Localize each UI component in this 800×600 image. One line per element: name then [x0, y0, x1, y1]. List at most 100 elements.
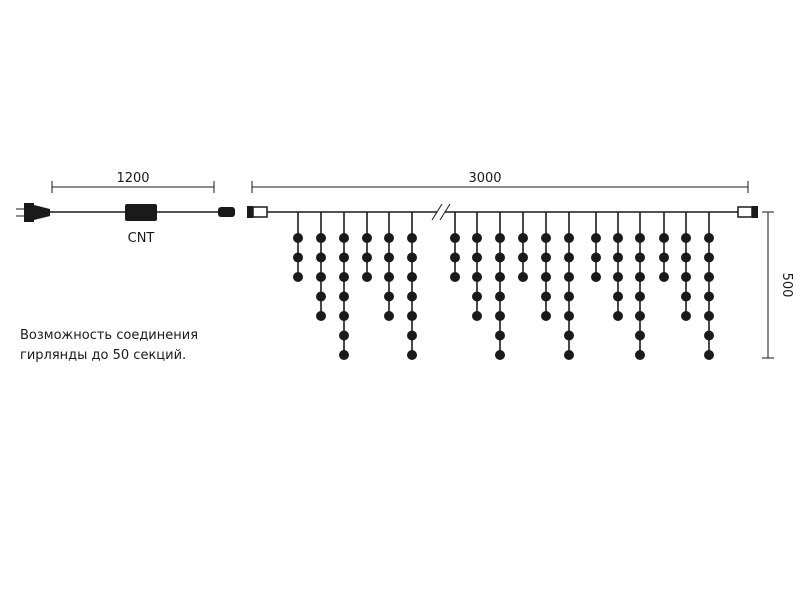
bulb [495, 272, 505, 282]
bulb [472, 252, 482, 263]
bulb [564, 272, 574, 282]
power-cable [16, 203, 235, 222]
bulb [518, 272, 528, 282]
bulb [518, 233, 528, 243]
bulb [704, 291, 714, 302]
bulb [659, 272, 669, 282]
bulb [613, 311, 623, 321]
bulb [339, 272, 349, 282]
bulb [659, 233, 669, 243]
bulb [541, 291, 551, 302]
bulb [339, 233, 349, 243]
bulb [407, 252, 417, 263]
bulb [384, 272, 394, 282]
bulb [495, 291, 505, 302]
bulb [635, 311, 645, 321]
bulb [384, 252, 394, 263]
bulb [339, 350, 349, 360]
curtain-height: 500 [779, 273, 794, 298]
bulb [293, 233, 303, 243]
bulb [564, 330, 574, 341]
bulb [541, 311, 551, 321]
bulb [293, 252, 303, 263]
bulb [495, 252, 505, 263]
cable-length: 1200 [116, 171, 149, 186]
bulb [704, 252, 714, 263]
bulb [564, 311, 574, 321]
bulb [407, 350, 417, 360]
bulb [564, 233, 574, 243]
bulb [472, 291, 482, 302]
bulb [495, 350, 505, 360]
bulb [472, 272, 482, 282]
bulb [635, 330, 645, 341]
bulb [681, 252, 691, 263]
dimension-height [762, 211, 774, 359]
bulb [316, 291, 326, 302]
bulb [339, 311, 349, 321]
bulb [339, 252, 349, 263]
bulb [407, 330, 417, 341]
bulb [591, 272, 601, 282]
bulb [591, 252, 601, 263]
bulb [407, 311, 417, 321]
controller-label: CNT [128, 231, 155, 246]
bulb [316, 311, 326, 321]
bulb [613, 291, 623, 302]
bulb [316, 252, 326, 263]
bulb [384, 291, 394, 302]
bulb [681, 233, 691, 243]
bulb [704, 330, 714, 341]
bulb [591, 233, 601, 243]
curtain-length: 3000 [468, 171, 501, 186]
bulb [613, 272, 623, 282]
strands [293, 212, 714, 360]
bulb [316, 233, 326, 243]
bulb [635, 252, 645, 263]
dimension-cable [51, 181, 215, 193]
bulb [450, 233, 460, 243]
bulb [659, 252, 669, 263]
bulb [704, 233, 714, 243]
bulb [704, 311, 714, 321]
bulb [635, 233, 645, 243]
bulb [681, 311, 691, 321]
bulb [681, 272, 691, 282]
note-line: гирлянды до 50 секций. [20, 348, 186, 363]
bulb [362, 233, 372, 243]
bulb [450, 272, 460, 282]
bulb [495, 233, 505, 243]
bulb [495, 330, 505, 341]
bulb [293, 272, 303, 282]
bulb [362, 272, 372, 282]
bulb [518, 252, 528, 263]
bulb [635, 350, 645, 360]
note-line: Возможность соединения [20, 328, 198, 343]
bulb [316, 272, 326, 282]
bulb [704, 272, 714, 282]
bulb [541, 272, 551, 282]
bulb [541, 233, 551, 243]
bulb [635, 291, 645, 302]
bulb [564, 291, 574, 302]
bulb [407, 272, 417, 282]
bulb [450, 252, 460, 263]
bulb [635, 272, 645, 282]
dimension-curtain [251, 181, 749, 193]
bulb [339, 291, 349, 302]
bulb [564, 350, 574, 360]
bulb [339, 330, 349, 341]
bulb [472, 311, 482, 321]
bulb [472, 233, 482, 243]
bulb [384, 311, 394, 321]
bulb [407, 291, 417, 302]
bulb [384, 233, 394, 243]
bulb [681, 291, 691, 302]
bulb [362, 252, 372, 263]
main-wire [247, 203, 758, 221]
bulb [613, 252, 623, 263]
bulb [564, 252, 574, 263]
bulb [704, 350, 714, 360]
